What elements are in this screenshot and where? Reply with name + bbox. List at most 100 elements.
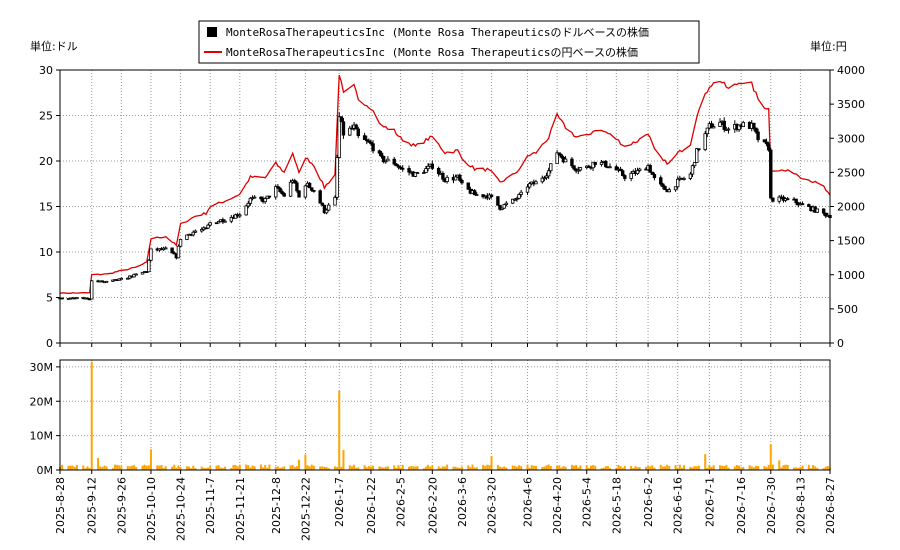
price-plot-frame [59, 69, 831, 344]
volume-bar [306, 465, 309, 470]
volume-bar [399, 467, 402, 470]
volume-bar [215, 465, 218, 470]
volume-bar [128, 466, 131, 470]
volume-bar [801, 465, 804, 470]
volume-bar [564, 466, 567, 470]
volume-bar [763, 466, 766, 470]
volume-bar [636, 467, 639, 470]
volume-bar [188, 466, 191, 470]
x-tick-label: 2026-8-13 [794, 477, 807, 534]
volume-bar [496, 464, 499, 470]
volume-bar [147, 465, 150, 470]
volume-bar [253, 466, 256, 470]
candle-body [293, 180, 297, 184]
right-tick-label: 3000 [837, 132, 865, 145]
volume-bar [431, 465, 434, 470]
volume-bar [289, 465, 292, 470]
right-tick-label: 3500 [837, 98, 865, 111]
candle-body [326, 204, 331, 211]
candle-body [221, 219, 225, 223]
candle-body [762, 139, 767, 143]
candle-body [318, 190, 322, 204]
left-tick-label: 15 [39, 201, 53, 214]
candle-body [453, 176, 458, 181]
volume-bar [617, 464, 620, 470]
volume-bar [397, 465, 400, 470]
volume-bar [799, 466, 802, 470]
candle-body [310, 187, 314, 191]
volume-bar [342, 450, 345, 470]
candle-body [337, 116, 341, 158]
candle-body [688, 173, 693, 179]
volume-bar [676, 467, 679, 470]
candle-body [458, 174, 462, 181]
volume-bar [321, 466, 324, 470]
candle-body [766, 143, 771, 151]
jpy-price-line [59, 75, 831, 295]
volume-bar [444, 466, 446, 470]
volume-bar [727, 467, 730, 470]
candle-body [650, 171, 655, 175]
volume-bar [490, 456, 493, 470]
candle-body [661, 183, 665, 187]
candle-body [769, 149, 773, 199]
candle-body [369, 141, 373, 145]
volume-bar [162, 467, 165, 470]
right-tick-label: 1000 [837, 269, 865, 282]
candle-body [620, 170, 625, 176]
volume-bar [704, 454, 707, 470]
candle-body [673, 186, 678, 191]
candle-body [365, 139, 369, 142]
volume-bar [177, 465, 180, 470]
volume-bar [543, 466, 546, 470]
volume-bar [710, 466, 713, 470]
candle-body [60, 297, 64, 300]
volume-bar [573, 465, 576, 470]
candle-body [563, 158, 568, 163]
volume-bar [809, 468, 812, 470]
volume-tick-label: 10M [30, 430, 54, 443]
candle-body [339, 116, 344, 123]
volume-bar [192, 465, 195, 470]
volume-bar [308, 466, 311, 470]
candle-body [424, 168, 428, 173]
volume-bar [200, 466, 203, 470]
volume-bar [319, 466, 322, 470]
candle-body [525, 186, 530, 193]
x-tick-label: 2026-6-2 [642, 477, 655, 527]
candle-body [599, 161, 604, 165]
volume-bar [609, 468, 611, 470]
volume-bar [600, 468, 603, 470]
volume-bar [369, 466, 372, 470]
volume-bar [740, 467, 743, 470]
candle-body [75, 297, 79, 300]
x-tick-label: 2025-12-22 [299, 477, 312, 541]
candle-body [322, 204, 327, 214]
candle-body [90, 280, 94, 300]
volume-bar [380, 467, 383, 470]
right-tick-label: 1500 [837, 235, 865, 248]
volume-bar [209, 466, 212, 470]
candle-body [185, 234, 189, 240]
volume-bar [735, 465, 738, 470]
candle-body [498, 204, 502, 210]
volume-tick-label: 30M [30, 361, 54, 374]
volume-bar [471, 464, 474, 470]
volume-bar [114, 464, 116, 470]
x-tick-label: 2025-11-21 [234, 477, 247, 541]
volume-bar [668, 465, 671, 470]
candle-body [384, 160, 388, 163]
volume-bar [589, 465, 592, 470]
volume-bar [238, 464, 241, 470]
candle-body [752, 122, 756, 129]
volume-bar [120, 466, 123, 470]
candle-body [354, 124, 358, 130]
candle-body [504, 202, 509, 205]
volume-bar [75, 464, 78, 470]
candle-body [274, 186, 278, 198]
x-tick-label: 2025-9-12 [86, 477, 99, 534]
volume-bar [325, 467, 328, 470]
volume-bar [67, 465, 70, 470]
volume-bar [541, 467, 544, 470]
volume-bar [101, 466, 104, 470]
